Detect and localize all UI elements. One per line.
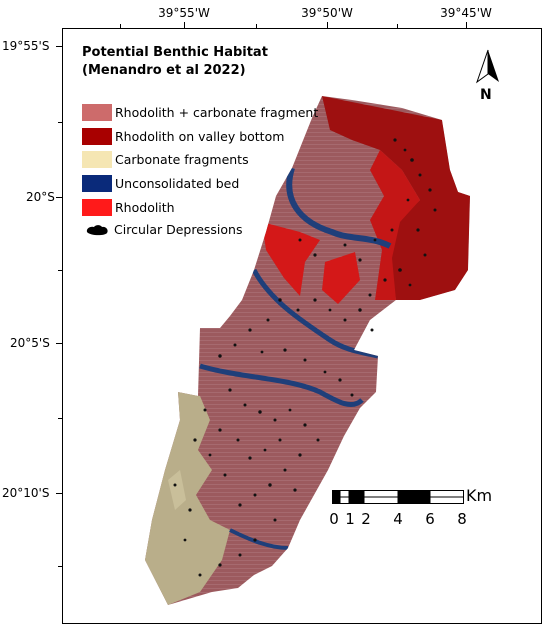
rhodolith-patch: [262, 222, 320, 296]
tick-mark: [56, 46, 62, 47]
longitude-label-2: 39°50'W: [301, 6, 353, 20]
legend-title-line2: (Menandro et al 2022): [82, 63, 246, 78]
tick-mark: [256, 24, 257, 29]
legend-title: Potential Benthic Habitat (Menandro et a…: [82, 44, 268, 80]
tick-mark: [58, 418, 62, 419]
legend-item: Circular Depressions: [82, 222, 243, 237]
north-arrow-icon: [476, 49, 499, 84]
latitude-label-1: 19°55'S: [2, 39, 50, 53]
legend-swatch: [82, 151, 112, 168]
channel: [286, 167, 392, 249]
legend-label: Rhodolith: [115, 200, 175, 215]
scale-label: 0: [329, 510, 339, 528]
scale-label: 6: [425, 510, 435, 528]
rhodolith-patch: [322, 252, 360, 304]
latitude-label-2: 20°S: [26, 190, 55, 204]
rhodolith-area: [370, 150, 420, 300]
tick-mark: [56, 343, 62, 344]
scale-label: 8: [457, 510, 467, 528]
longitude-label-3: 39°45'W: [440, 6, 492, 20]
legend-item: Carbonate fragments: [82, 151, 249, 168]
tick-mark: [120, 24, 121, 29]
legend-item: Rhodolith + carbonate fragment: [82, 104, 318, 121]
scale-label: 4: [393, 510, 403, 528]
circular-depressions: [173, 138, 437, 577]
channel: [199, 363, 364, 407]
depression-symbol-icon: [86, 224, 108, 235]
carbonate-fragment-area: [168, 470, 186, 510]
legend-item: Rhodolith: [82, 199, 175, 216]
legend-item: Rhodolith on valley bottom: [82, 128, 284, 145]
scale-unit-label: Km: [466, 486, 493, 505]
tick-mark: [466, 22, 467, 29]
legend-title-line1: Potential Benthic Habitat: [82, 45, 268, 60]
tick-mark: [58, 270, 62, 271]
legend-swatch: [82, 128, 112, 145]
latitude-label-4: 20°10'S: [2, 486, 50, 500]
tick-mark: [327, 22, 328, 29]
scale-label: 2: [361, 510, 371, 528]
scale-bar: [332, 490, 464, 504]
latitude-label-3: 20°5'S: [10, 336, 50, 350]
legend-label: Rhodolith + carbonate fragment: [115, 105, 319, 120]
legend-label: Unconsolidated bed: [115, 176, 240, 191]
channel: [251, 268, 379, 359]
scale-label: 1: [345, 510, 355, 528]
legend-label: Carbonate fragments: [115, 152, 249, 167]
longitude-label-1: 39°55'W: [158, 6, 210, 20]
legend-label: Circular Depressions: [114, 222, 243, 237]
legend-item: Unconsolidated bed: [82, 175, 239, 192]
rhodolith-valley-area: [322, 96, 470, 300]
tick-mark: [184, 22, 185, 29]
tick-mark: [56, 197, 62, 198]
tick-mark: [58, 566, 62, 567]
legend-swatch: [82, 199, 112, 216]
tick-mark: [58, 122, 62, 123]
tick-mark: [397, 24, 398, 29]
tick-mark: [56, 493, 62, 494]
channel: [229, 528, 289, 550]
legend-swatch: [82, 104, 112, 121]
legend-swatch: [82, 175, 112, 192]
north-label: N: [480, 87, 492, 103]
legend-label: Rhodolith on valley bottom: [115, 129, 285, 144]
